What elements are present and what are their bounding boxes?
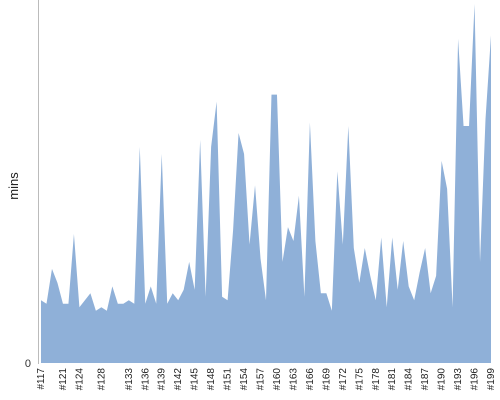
x-tick-label: #124 xyxy=(74,368,85,391)
x-tick-label: #121 xyxy=(58,368,69,391)
x-tick-label: #196 xyxy=(470,368,481,391)
y-axis-ticks: 0 xyxy=(25,358,31,370)
x-tick-label: #178 xyxy=(371,368,382,391)
x-axis-ticks: #117 #121 #124 #128 #133 #136 #139 #142 #145 #148… xyxy=(36,368,497,391)
x-tick-label: #199 xyxy=(486,368,497,391)
x-tick-label: #133 xyxy=(124,368,135,391)
x-tick-label: #160 xyxy=(272,368,283,391)
x-tick-label: #157 xyxy=(256,368,267,391)
x-tick-label: #145 xyxy=(190,368,201,391)
x-tick-label: #163 xyxy=(288,368,299,391)
x-tick-label: #128 xyxy=(96,368,107,391)
x-tick-label: #172 xyxy=(338,368,349,391)
x-tick-label: #151 xyxy=(223,368,234,391)
x-tick-label: #148 xyxy=(206,368,217,391)
x-tick-label: #184 xyxy=(404,368,415,391)
x-tick-label: #154 xyxy=(239,368,250,391)
y-axis-label: mins xyxy=(6,172,21,200)
x-tick-label: #187 xyxy=(420,368,431,391)
y-tick-label: 0 xyxy=(25,358,31,370)
series-area xyxy=(41,4,491,363)
x-tick-label: #169 xyxy=(321,368,332,391)
x-tick-label: #181 xyxy=(387,368,398,391)
x-tick-label: #142 xyxy=(173,368,184,391)
x-tick-label: #136 xyxy=(140,368,151,391)
x-tick-label: #139 xyxy=(157,368,168,391)
x-tick-label: #166 xyxy=(305,368,316,391)
x-tick-label: #190 xyxy=(437,368,448,391)
x-tick-label: #175 xyxy=(354,368,365,391)
x-tick-label: #193 xyxy=(453,368,464,391)
x-tick-label: #117 xyxy=(36,368,47,390)
